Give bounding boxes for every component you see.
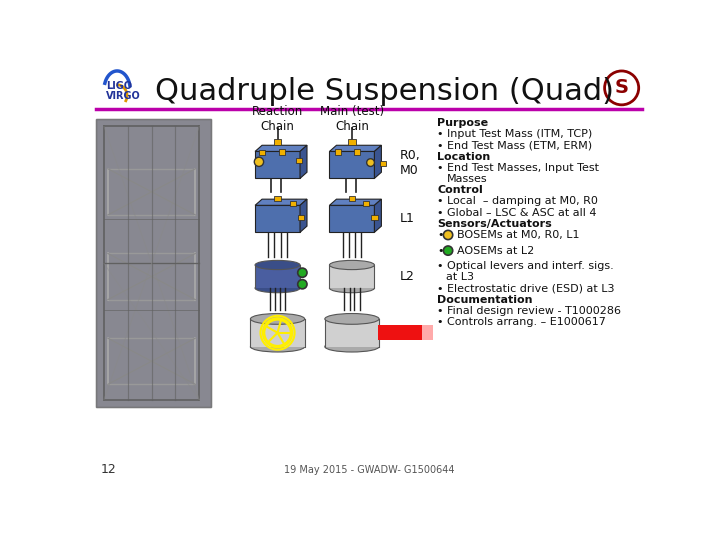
Ellipse shape: [325, 341, 379, 352]
Circle shape: [444, 231, 453, 240]
Text: VIRGO: VIRGO: [107, 91, 141, 100]
Text: at L3: at L3: [446, 272, 474, 282]
Circle shape: [254, 157, 264, 166]
Text: 19 May 2015 - GWADW- G1500644: 19 May 2015 - GWADW- G1500644: [284, 465, 454, 475]
Bar: [372, 215, 377, 220]
Text: S: S: [615, 78, 629, 97]
Text: • Electrostatic drive (ESD) at L3: • Electrostatic drive (ESD) at L3: [437, 284, 615, 294]
Text: •: •: [437, 230, 444, 240]
Text: BOSEMs at M0, R0, L1: BOSEMs at M0, R0, L1: [456, 230, 579, 240]
Text: • Optical levers and interf. sigs.: • Optical levers and interf. sigs.: [437, 261, 614, 271]
Text: L1: L1: [400, 212, 415, 225]
Bar: [279, 149, 284, 154]
Text: Sensors/Actuators: Sensors/Actuators: [437, 219, 552, 229]
Text: Quadruple Suspension (Quad): Quadruple Suspension (Quad): [155, 77, 614, 106]
Bar: [96, 119, 211, 408]
Text: Documentation: Documentation: [437, 295, 533, 305]
Bar: [290, 201, 296, 206]
Text: • Local  – damping at M0, R0: • Local – damping at M0, R0: [437, 197, 598, 206]
Bar: [380, 161, 386, 166]
Bar: [422, 325, 433, 340]
Circle shape: [605, 71, 639, 105]
Text: L3: L3: [400, 326, 415, 339]
Ellipse shape: [255, 284, 300, 293]
Text: • End Test Masses, Input Test: • End Test Masses, Input Test: [437, 163, 599, 173]
Text: LIGO: LIGO: [107, 80, 132, 91]
Polygon shape: [330, 145, 382, 151]
Text: Control: Control: [437, 185, 483, 195]
Bar: [96, 119, 211, 408]
Text: • Controls arrang. – E1000617: • Controls arrang. – E1000617: [437, 317, 606, 327]
Circle shape: [297, 268, 307, 278]
Bar: [274, 196, 281, 201]
Bar: [349, 196, 355, 201]
Polygon shape: [330, 199, 382, 205]
Bar: [348, 139, 356, 145]
Bar: [296, 158, 302, 164]
Text: Reaction
Chain: Reaction Chain: [252, 105, 303, 133]
Bar: [330, 265, 374, 288]
Ellipse shape: [325, 314, 379, 325]
Text: R0,
M0: R0, M0: [400, 148, 420, 177]
Polygon shape: [255, 145, 307, 151]
Ellipse shape: [255, 260, 300, 269]
Polygon shape: [300, 145, 307, 178]
Bar: [363, 201, 369, 206]
FancyBboxPatch shape: [330, 151, 374, 178]
Text: Location: Location: [437, 152, 490, 162]
Ellipse shape: [330, 284, 374, 293]
Circle shape: [366, 159, 374, 166]
Text: 12: 12: [101, 463, 117, 476]
Text: •: •: [437, 246, 444, 255]
Bar: [297, 215, 304, 220]
Polygon shape: [374, 145, 382, 178]
Text: Main (test)
Chain: Main (test) Chain: [320, 105, 384, 133]
Bar: [259, 150, 265, 156]
Bar: [377, 325, 432, 340]
Text: AOSEMs at L2: AOSEMs at L2: [456, 246, 534, 255]
Bar: [255, 265, 300, 288]
Text: • Final design review - T1000286: • Final design review - T1000286: [437, 306, 621, 316]
FancyBboxPatch shape: [330, 205, 374, 232]
Polygon shape: [374, 199, 382, 232]
Bar: [335, 149, 341, 154]
FancyBboxPatch shape: [255, 205, 300, 232]
Text: Purpose: Purpose: [437, 118, 488, 129]
Text: Masses: Masses: [446, 174, 487, 184]
Bar: [251, 319, 305, 347]
Text: • Global – LSC & ASC at all 4: • Global – LSC & ASC at all 4: [437, 208, 597, 218]
Polygon shape: [255, 199, 307, 205]
Circle shape: [444, 246, 453, 255]
Bar: [325, 319, 379, 347]
Bar: [274, 139, 282, 145]
Text: • End Test Mass (ETM, ERM): • End Test Mass (ETM, ERM): [437, 140, 593, 151]
Circle shape: [297, 280, 307, 289]
Ellipse shape: [330, 260, 374, 269]
Bar: [354, 149, 360, 154]
FancyBboxPatch shape: [255, 151, 300, 178]
Text: • Input Test Mass (ITM, TCP): • Input Test Mass (ITM, TCP): [437, 130, 593, 139]
Polygon shape: [300, 199, 307, 232]
Ellipse shape: [251, 314, 305, 325]
Text: L2: L2: [400, 270, 415, 283]
Ellipse shape: [251, 341, 305, 352]
